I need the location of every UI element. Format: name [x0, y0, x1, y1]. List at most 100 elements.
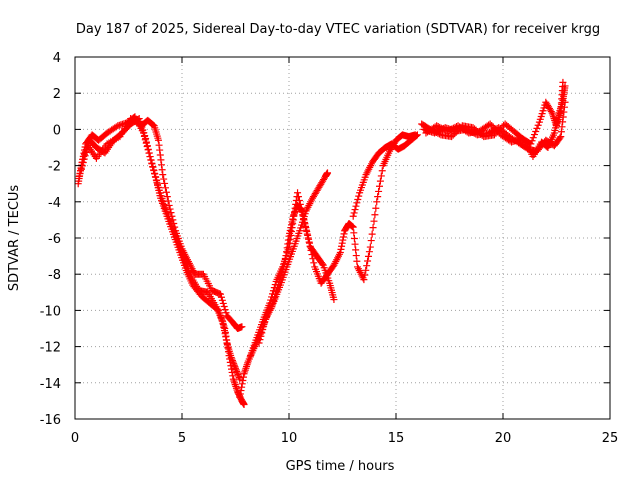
- data-point-marker: [153, 177, 161, 185]
- data-point-marker: [277, 272, 285, 280]
- data-point-marker: [154, 180, 162, 188]
- data-point-marker: [147, 156, 155, 164]
- data-point-marker: [168, 212, 176, 220]
- data-point-marker: [148, 160, 156, 168]
- data-point-marker: [166, 205, 174, 213]
- data-point-marker: [233, 367, 241, 375]
- data-point-marker: [289, 212, 297, 220]
- data-point-marker: [412, 132, 420, 140]
- data-point-marker: [227, 353, 235, 361]
- data-point-marker: [218, 296, 226, 304]
- data-point-marker: [297, 205, 305, 213]
- data-point-marker: [534, 121, 542, 129]
- x-tick-label: 5: [178, 431, 186, 446]
- data-point-marker: [281, 259, 289, 267]
- data-point-marker: [308, 251, 316, 259]
- data-point-marker: [528, 137, 536, 145]
- data-point-marker: [231, 363, 239, 371]
- data-point-marker: [377, 172, 385, 180]
- data-point-marker: [353, 199, 361, 207]
- data-point-marker: [306, 242, 314, 250]
- data-point-marker: [151, 170, 159, 178]
- data-point-marker: [279, 266, 287, 274]
- data-point-marker: [498, 123, 506, 131]
- data-point-marker: [281, 255, 289, 263]
- data-point-marker: [271, 293, 279, 301]
- data-point-marker: [272, 287, 280, 295]
- data-point-marker: [157, 156, 165, 164]
- data-point-marker: [222, 336, 230, 344]
- data-point-marker: [304, 234, 312, 242]
- data-point-marker: [413, 131, 421, 139]
- data-point-marker: [532, 127, 540, 135]
- data-point-marker: [283, 248, 291, 256]
- data-point-marker: [146, 153, 154, 161]
- data-point-marker: [219, 317, 227, 325]
- data-point-marker: [351, 206, 359, 214]
- data-point-marker: [364, 252, 372, 260]
- data-point-marker: [228, 355, 236, 363]
- data-point-marker: [235, 372, 243, 380]
- data-point-marker: [143, 138, 151, 146]
- data-point-marker: [220, 323, 228, 331]
- data-point-marker: [338, 239, 346, 247]
- data-point-marker: [310, 259, 318, 267]
- data-point-marker: [256, 336, 264, 344]
- data-point-marker: [301, 218, 309, 226]
- data-point-marker: [278, 269, 286, 277]
- data-point-marker: [439, 125, 447, 133]
- data-point-marker: [361, 271, 369, 279]
- data-point-marker: [238, 323, 246, 331]
- data-point-marker: [305, 238, 313, 246]
- data-point-marker: [307, 246, 315, 254]
- data-point-marker: [318, 260, 326, 268]
- data-point-marker: [258, 329, 266, 337]
- data-point-marker: [337, 245, 345, 253]
- data-point-marker: [352, 202, 360, 210]
- data-point-marker: [352, 252, 360, 260]
- x-tick-label: 10: [281, 431, 298, 446]
- data-point-marker: [433, 122, 441, 130]
- data-point-marker: [270, 297, 278, 305]
- data-point-marker: [159, 171, 167, 179]
- data-point-marker: [241, 368, 249, 376]
- data-point-marker: [275, 278, 283, 286]
- data-point-marker: [239, 373, 247, 381]
- data-point-marker: [219, 320, 227, 328]
- data-point-marker: [350, 229, 358, 237]
- data-point-marker: [375, 182, 383, 190]
- data-point-marker: [269, 300, 277, 308]
- data-point-marker: [373, 198, 381, 206]
- data-point-marker: [149, 163, 157, 171]
- data-point-marker: [145, 149, 153, 157]
- y-tick-label: 0: [53, 123, 61, 138]
- data-point-marker: [349, 223, 357, 231]
- data-point-marker: [241, 366, 249, 374]
- data-point-marker: [229, 375, 237, 383]
- data-point-marker: [221, 330, 229, 338]
- data-point-marker: [488, 122, 496, 130]
- data-point-marker: [276, 275, 284, 283]
- data-point-marker: [237, 387, 245, 395]
- data-point-marker: [169, 216, 177, 224]
- data-point-marker: [158, 161, 166, 169]
- data-point-marker: [232, 366, 240, 374]
- data-point-marker: [375, 187, 383, 195]
- data-point-marker: [268, 303, 276, 311]
- data-point-marker: [219, 299, 227, 307]
- data-point-marker: [448, 125, 456, 133]
- data-point-marker: [290, 211, 298, 219]
- data-point-marker: [164, 197, 172, 205]
- data-point-marker: [339, 236, 347, 244]
- data-point-marker: [80, 155, 88, 163]
- data-point-marker: [478, 131, 486, 139]
- data-point-marker: [364, 257, 372, 265]
- data-point-marker: [150, 167, 158, 175]
- data-point-marker: [291, 209, 299, 217]
- data-point-marker: [217, 293, 225, 301]
- data-point-marker: [491, 125, 499, 133]
- data-point-marker: [560, 108, 568, 116]
- data-point-marker: [299, 211, 307, 219]
- data-point-marker: [156, 146, 164, 154]
